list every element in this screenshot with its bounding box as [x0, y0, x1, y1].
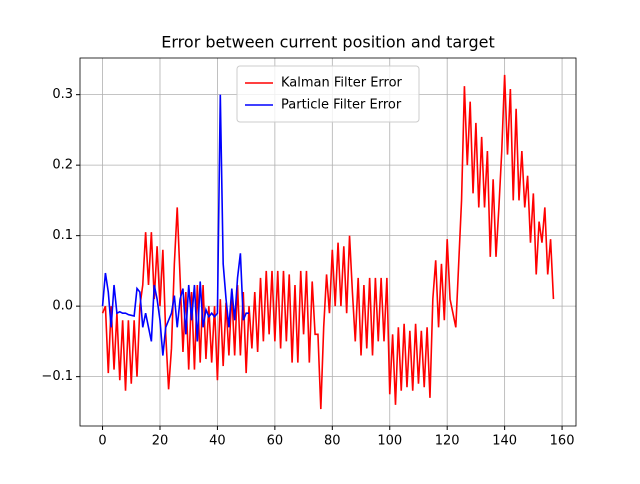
y-tick-label: 0.1 [52, 228, 73, 243]
legend-label: Kalman Filter Error [281, 76, 403, 91]
y-tick-label: 0.3 [52, 87, 73, 102]
x-tick-label: 100 [377, 434, 402, 449]
plot-frame [79, 57, 577, 427]
y-tick-label: 0.0 [52, 299, 73, 314]
chart-title: Error between current position and targe… [161, 33, 494, 52]
data-line [101, 94, 250, 356]
x-tick-label: 60 [267, 434, 284, 449]
x-tick-label: 160 [550, 434, 575, 449]
x-tick-label: 40 [209, 434, 226, 449]
y-tick-label: 0.2 [52, 158, 73, 173]
legend-box [236, 65, 420, 123]
y-tick-label: −0.1 [41, 369, 73, 384]
x-tick-label: 0 [98, 434, 106, 449]
x-tick-label: 140 [492, 434, 517, 449]
x-tick-label: 80 [324, 434, 341, 449]
x-tick-label: 20 [152, 434, 169, 449]
x-tick-label: 120 [435, 434, 460, 449]
legend-label: Particle Filter Error [281, 98, 402, 113]
data-line [101, 74, 555, 410]
